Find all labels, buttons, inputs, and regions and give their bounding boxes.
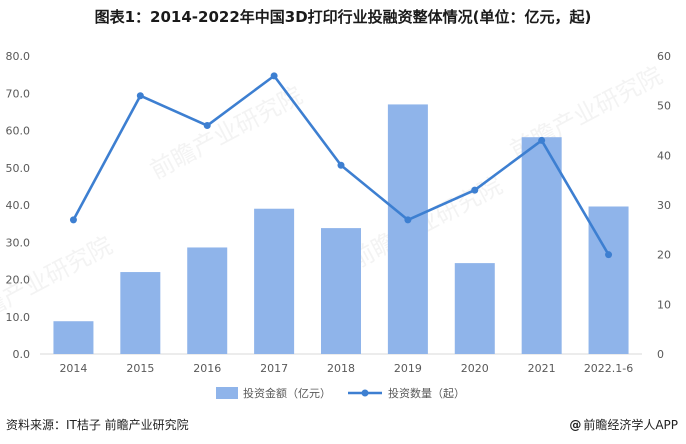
x-tick-label: 2020 <box>461 362 489 375</box>
credit-text: 前瞻经济学人APP <box>583 418 678 432</box>
legend-bar-label: 投资金额（亿元） <box>243 386 331 400</box>
watermark-text: 前瞻产业研究院 <box>146 81 307 185</box>
line-point <box>471 186 479 194</box>
line-point <box>404 216 412 224</box>
left-tick-label: 20.0 <box>6 274 31 287</box>
line-point <box>605 251 613 259</box>
x-tick-label: 2014 <box>59 362 87 375</box>
bar <box>254 208 295 354</box>
line-series <box>69 72 613 259</box>
bar <box>187 247 228 354</box>
source-note: 资料来源：IT桔子 前瞻产业研究院 <box>6 418 189 432</box>
left-tick-label: 80.0 <box>6 50 31 63</box>
line-point <box>136 92 144 100</box>
left-tick-label: 10.0 <box>6 311 31 324</box>
left-tick-label: 40.0 <box>6 199 31 212</box>
line-point <box>538 136 546 144</box>
left-tick-label: 60.0 <box>6 125 31 138</box>
bar <box>53 321 94 354</box>
x-tick-label: 2015 <box>126 362 154 375</box>
right-tick-label: 10 <box>657 298 671 311</box>
right-tick-label: 30 <box>657 199 671 212</box>
legend-line-marker <box>361 389 369 397</box>
x-tick-label: 2017 <box>260 362 288 375</box>
line-point <box>69 216 77 224</box>
line-point <box>203 122 211 130</box>
left-tick-label: 0.0 <box>13 348 31 361</box>
bar <box>120 272 161 354</box>
bar <box>521 137 562 354</box>
x-tick-label: 2016 <box>193 362 221 375</box>
credit-note: @ 前瞻经济学人APP <box>569 416 678 433</box>
legend-line-label: 投资数量（起） <box>388 386 465 400</box>
right-tick-label: 50 <box>657 100 671 113</box>
x-tick-label: 2022.1-6 <box>584 362 633 375</box>
right-tick-label: 40 <box>657 149 671 162</box>
bar <box>321 228 361 354</box>
x-tick-label: 2021 <box>528 362 556 375</box>
right-tick-label: 0 <box>657 348 664 361</box>
left-tick-label: 50.0 <box>6 162 31 175</box>
bar <box>454 263 495 354</box>
left-tick-label: 70.0 <box>6 87 31 100</box>
line-point <box>337 161 345 169</box>
right-tick-label: 20 <box>657 249 671 262</box>
legend-bar-swatch <box>216 387 238 399</box>
bar <box>387 104 428 354</box>
line-point <box>270 72 278 80</box>
right-tick-label: 60 <box>657 50 671 63</box>
chart-title: 图表1：2014-2022年中国3D打印行业投融资整体情况(单位：亿元，起) <box>94 8 592 26</box>
bar-series <box>53 104 629 354</box>
at-sign-icon: @ <box>569 418 582 432</box>
chart-legend: 投资金额（亿元） 投资数量（起） <box>216 386 465 400</box>
x-tick-label: 2019 <box>394 362 422 375</box>
left-tick-label: 30.0 <box>6 236 31 249</box>
x-tick-label: 2018 <box>327 362 355 375</box>
